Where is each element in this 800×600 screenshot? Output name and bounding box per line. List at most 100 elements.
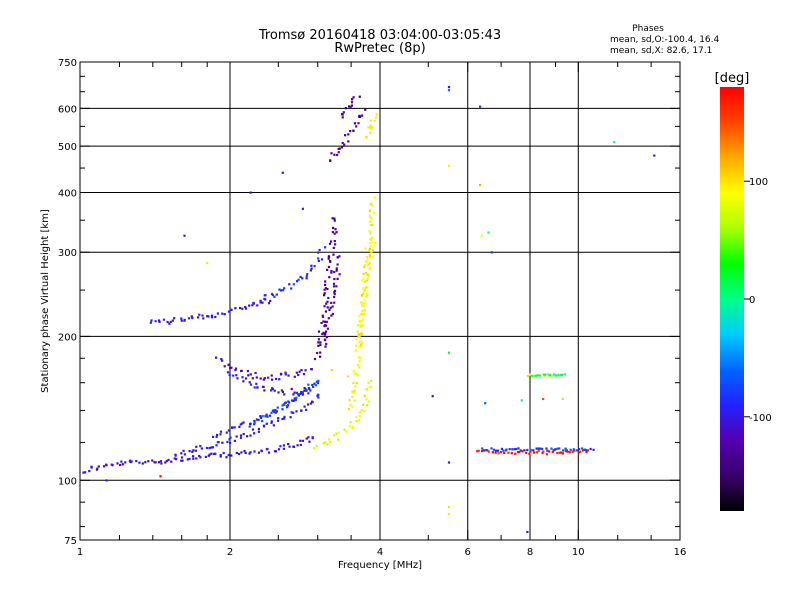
- echo-point: [311, 436, 314, 439]
- echo-point: [347, 133, 350, 136]
- echo-point: [252, 301, 255, 304]
- echo-point: [263, 377, 266, 380]
- echo-point: [338, 255, 341, 258]
- echo-point: [330, 271, 333, 274]
- echo-point: [355, 416, 358, 419]
- echo-point: [299, 392, 302, 396]
- echo-point: [356, 373, 359, 377]
- echo-point: [202, 317, 205, 320]
- echo-point: [324, 310, 327, 313]
- echo-point: [373, 211, 376, 215]
- echo-point: [365, 387, 368, 391]
- echo-point: [288, 283, 291, 286]
- echo-point: [513, 448, 516, 451]
- echo-point: [333, 232, 336, 235]
- echo-point: [349, 404, 352, 407]
- echo-point: [343, 428, 346, 431]
- echo-point: [285, 405, 288, 408]
- echo-point: [195, 445, 198, 448]
- echo-point: [192, 457, 195, 460]
- echo-point: [579, 450, 582, 453]
- echo-point: [358, 360, 361, 363]
- echo-point: [326, 443, 329, 446]
- echo-point: [234, 307, 237, 310]
- echo-point: [345, 430, 348, 433]
- echo-point: [198, 313, 201, 316]
- echo-point: [282, 447, 285, 450]
- echo-point: [305, 437, 308, 440]
- echo-point: [485, 449, 488, 452]
- echo-point: [281, 390, 284, 393]
- echo-point: [347, 375, 350, 378]
- echo-point: [360, 341, 363, 344]
- echo-point: [447, 351, 451, 354]
- echo-point: [359, 301, 362, 304]
- echo-point: [500, 447, 503, 450]
- echo-point: [546, 449, 549, 452]
- echo-point: [182, 449, 185, 452]
- echo-point: [307, 383, 310, 386]
- echo-point: [150, 319, 153, 322]
- echo-point: [368, 209, 371, 212]
- echo-point: [215, 444, 218, 447]
- echo-point: [197, 316, 200, 319]
- echo-point: [363, 264, 366, 267]
- echo-point: [262, 378, 265, 381]
- echo-point: [236, 377, 239, 380]
- echo-point: [183, 234, 186, 237]
- echo-point: [476, 450, 479, 453]
- echo-point: [564, 447, 567, 450]
- echo-point: [365, 136, 368, 139]
- echo-point: [191, 450, 194, 453]
- echo-point: [249, 423, 252, 426]
- echo-point: [544, 375, 547, 378]
- echo-point: [200, 447, 203, 450]
- echo-point: [364, 286, 367, 289]
- echo-point: [274, 450, 277, 453]
- colorbar-label: [deg]: [715, 71, 750, 86]
- y-tick-label: 300: [58, 248, 77, 259]
- echo-point: [362, 292, 365, 295]
- echo-point: [227, 453, 230, 457]
- echo-point: [322, 320, 325, 323]
- echo-point: [275, 377, 278, 381]
- echo-point: [292, 283, 295, 286]
- echo-point: [362, 312, 365, 315]
- echo-point: [219, 455, 222, 458]
- echo-point: [281, 408, 284, 411]
- echo-point: [349, 106, 352, 109]
- echo-point: [357, 333, 361, 336]
- echo-point: [335, 285, 338, 288]
- echo-point: [331, 305, 334, 308]
- echo-point: [370, 251, 373, 254]
- echo-point: [369, 232, 372, 235]
- echo-point: [355, 381, 358, 385]
- echo-point: [477, 449, 480, 452]
- chart-subtitle: RwPretec (8p): [334, 41, 425, 56]
- echo-point: [157, 319, 161, 322]
- echo-point: [362, 302, 365, 305]
- echo-point: [324, 287, 327, 290]
- echo-point: [368, 215, 371, 218]
- echo-point: [221, 359, 224, 362]
- echo-point: [219, 454, 222, 457]
- echo-point: [295, 396, 298, 399]
- echo-point: [364, 289, 367, 292]
- echo-point: [325, 342, 328, 346]
- echo-point: [144, 461, 147, 464]
- echo-point: [317, 341, 320, 344]
- echo-point: [333, 293, 336, 296]
- echo-point: [341, 116, 344, 119]
- echo-point: [332, 253, 335, 256]
- echo-point: [241, 376, 244, 379]
- echo-point: [332, 434, 336, 437]
- echo-point: [323, 305, 326, 308]
- echo-point: [367, 400, 370, 403]
- axis-tick-labels: 1 2 4 6 8 10 16 75 100 200 300 400 500 600 750: [58, 58, 686, 558]
- echo-point: [583, 448, 587, 451]
- y-axis-label: Stationary phase Virtual Height [km]: [40, 209, 51, 393]
- echo-point: [353, 399, 356, 402]
- echo-point: [343, 143, 346, 146]
- echo-point: [374, 242, 377, 245]
- echo-point: [502, 449, 505, 452]
